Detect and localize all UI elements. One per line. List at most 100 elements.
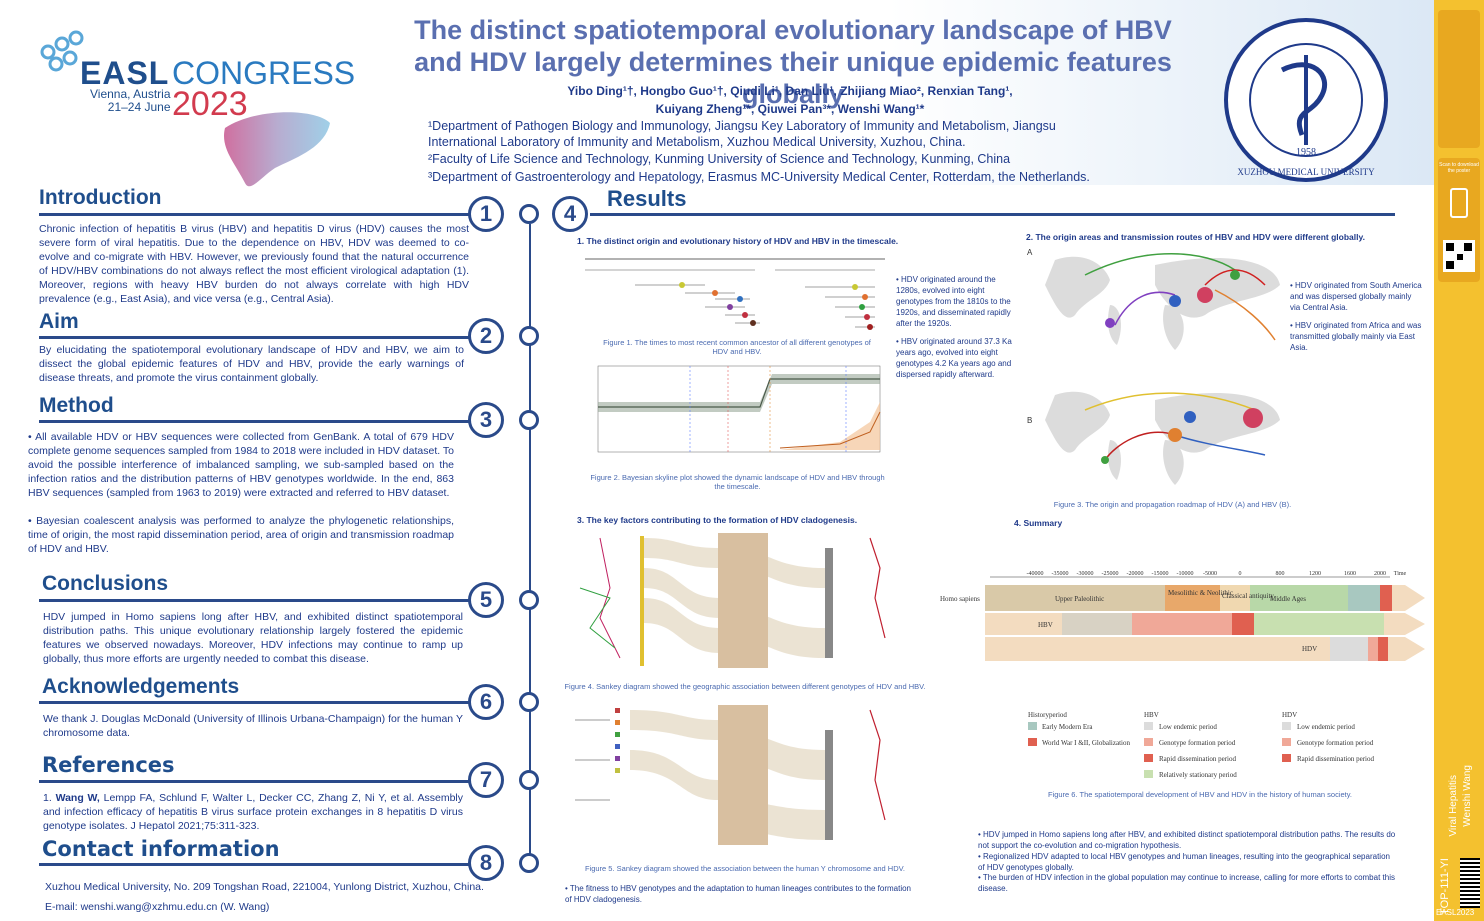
introduction-heading: Introduction bbox=[39, 186, 162, 209]
fig5-bullet: • The fitness to HBV genotypes and the a… bbox=[565, 884, 911, 904]
svg-text:Homo sapiens: Homo sapiens bbox=[940, 595, 980, 603]
results-rule bbox=[590, 213, 1395, 216]
svg-text:1600: 1600 bbox=[1344, 571, 1356, 577]
acknowledgements-heading: Acknowledgements bbox=[42, 675, 240, 698]
svg-text:800: 800 bbox=[1276, 571, 1285, 577]
section-number-3: 3 bbox=[468, 402, 504, 438]
references-rule bbox=[39, 780, 469, 783]
map-bullet-hbv: • HBV originated from Africa and was tra… bbox=[1290, 321, 1422, 352]
affiliation-3: ³Department of Gastroenterology and Hepa… bbox=[428, 170, 1090, 184]
svg-text:Middle Ages: Middle Ages bbox=[1270, 595, 1306, 603]
introduction-rule bbox=[39, 213, 469, 216]
affiliation-1: ¹Department of Pathogen Biology and Immu… bbox=[428, 119, 1056, 149]
side-strip: Scan to download the poster Viral Hepati… bbox=[1434, 0, 1484, 921]
phone-icon bbox=[1450, 188, 1468, 218]
svg-text:2000: 2000 bbox=[1374, 571, 1386, 577]
svg-text:B: B bbox=[1027, 416, 1032, 425]
strip-footer: EASL2023 bbox=[1436, 908, 1475, 917]
section-number-5: 5 bbox=[468, 582, 504, 618]
method-heading: Method bbox=[39, 394, 114, 417]
svg-text:XUZHOU MEDICAL UNIVERSITY: XUZHOU MEDICAL UNIVERSITY bbox=[1237, 167, 1375, 177]
svg-text:A: A bbox=[1027, 248, 1033, 257]
introduction-text: Chronic infection of hepatitis B virus (… bbox=[39, 223, 469, 305]
svg-text:Historyperiod: Historyperiod bbox=[1028, 711, 1067, 719]
connector-node-7 bbox=[519, 770, 539, 790]
strip-topic: Viral Hepatitis bbox=[1448, 775, 1459, 837]
svg-text:-10000: -10000 bbox=[1177, 571, 1194, 577]
final-bullet-1: • HDV jumped in Homo sapiens long after … bbox=[978, 830, 1396, 850]
references-heading: References bbox=[42, 753, 175, 777]
reference-1: 1. Wang W, Lempp FA, Schlund F, Walter L… bbox=[43, 792, 463, 832]
strip-author: Wenshi Wang bbox=[1462, 765, 1473, 827]
svg-text:Rapid dissemination period: Rapid dissemination period bbox=[1159, 755, 1236, 763]
affiliation-2: ²Faculty of Life Science and Technology,… bbox=[428, 152, 1011, 166]
svg-text:Relatively stationary period: Relatively stationary period bbox=[1159, 771, 1237, 779]
authors: Yibo Ding¹†, Hongbo Guo¹†, Qiudi Li¹, Da… bbox=[567, 84, 1013, 116]
svg-text:HDV: HDV bbox=[1302, 645, 1317, 653]
fig1-caption: Figure 1. The times to most recent commo… bbox=[603, 338, 871, 356]
summary-heading: 4. Summary bbox=[1014, 518, 1063, 528]
svg-text:-20000: -20000 bbox=[1127, 571, 1144, 577]
fig5-sankey-diagram bbox=[575, 705, 886, 845]
fig6-caption: Figure 6. The spatiotemporal development… bbox=[1047, 790, 1353, 799]
method-bullet-1: • All available HDV or HBV sequences wer… bbox=[28, 431, 454, 499]
connector-node-3 bbox=[519, 410, 539, 430]
conclusions-rule bbox=[39, 599, 469, 602]
logo-city: Vienna, Austria 21–24 June bbox=[90, 87, 171, 114]
logo-year: 2023 bbox=[172, 85, 248, 123]
easl-hexagon-icon bbox=[40, 30, 84, 72]
connector-node-6 bbox=[519, 692, 539, 712]
qr-code-icon[interactable] bbox=[1443, 240, 1475, 272]
svg-text:Genotype formation period: Genotype formation period bbox=[1159, 739, 1236, 747]
fig1-tmrca-plot bbox=[585, 258, 885, 330]
svg-text:Time: Time bbox=[1394, 571, 1407, 577]
section-number-1: 1 bbox=[468, 196, 504, 232]
liver-graphic bbox=[224, 112, 330, 187]
results-bullet-hdv: • HDV originated around the 1280s, evolv… bbox=[896, 275, 1011, 328]
svg-text:Genotype formation period: Genotype formation period bbox=[1297, 739, 1374, 747]
results-heading: Results bbox=[607, 186, 687, 211]
aim-text: By elucidating the spatiotemporal evolut… bbox=[39, 344, 464, 384]
svg-text:-5000: -5000 bbox=[1203, 571, 1217, 577]
svg-text:Early Modern Era: Early Modern Era bbox=[1042, 723, 1093, 731]
section-number-6: 6 bbox=[468, 684, 504, 720]
svg-text:Low endemic period: Low endemic period bbox=[1159, 723, 1217, 731]
method-bullet-2: • Bayesian coalescent analysis was perfo… bbox=[28, 515, 455, 555]
svg-text:1200: 1200 bbox=[1309, 571, 1321, 577]
conclusions-heading: Conclusions bbox=[42, 572, 169, 595]
fig1-heading: 1. The distinct origin and evolutionary … bbox=[577, 236, 899, 246]
conclusions-text: HDV jumped in Homo sapiens long after HB… bbox=[43, 611, 463, 665]
connector-node-5 bbox=[519, 590, 539, 610]
contact-email[interactable]: E-mail: wenshi.wang@xzhmu.edu.cn (W. Wan… bbox=[45, 901, 270, 913]
svg-text:Mesolithic & Neolithic: Mesolithic & Neolithic bbox=[1168, 589, 1233, 597]
method-rule bbox=[39, 420, 469, 423]
fig4-caption: Figure 4. Sankey diagram showed the geog… bbox=[564, 682, 926, 691]
logo-easl: EASL bbox=[80, 55, 170, 91]
aim-heading: Aim bbox=[39, 310, 79, 333]
contact-rule bbox=[39, 863, 469, 866]
barcode-icon bbox=[1460, 858, 1480, 908]
strip-code: TOP-111-YI bbox=[1439, 858, 1451, 915]
fig6-timeline: -40000 -35000 -30000 -25000 -20000 -1500… bbox=[940, 571, 1425, 779]
aim-rule bbox=[39, 336, 469, 339]
logo-congress: CONGRESS bbox=[172, 55, 356, 91]
section-number-4: 4 bbox=[552, 196, 588, 232]
svg-text:Classical antiquity: Classical antiquity bbox=[1222, 592, 1274, 600]
svg-text:-40000: -40000 bbox=[1027, 571, 1044, 577]
map-heading: 2. The origin areas and transmission rou… bbox=[1026, 232, 1365, 242]
svg-text:HBV: HBV bbox=[1144, 711, 1159, 719]
fig3-world-maps: A B bbox=[1027, 248, 1280, 485]
fig2-caption: Figure 2. Bayesian skyline plot showed t… bbox=[590, 473, 885, 491]
contact-heading: Contact information bbox=[42, 837, 280, 861]
svg-text:1958: 1958 bbox=[1296, 147, 1316, 158]
qr-block[interactable]: Scan to download the poster bbox=[1438, 158, 1480, 282]
svg-text:World War I &II, Globalization: World War I &II, Globalization bbox=[1042, 739, 1130, 747]
results-bullet-hbv: • HBV originated around 37.3 Ka years ag… bbox=[896, 337, 1012, 379]
fig5-caption: Figure 5. Sankey diagram showed the asso… bbox=[584, 864, 906, 873]
map-caption: Figure 3. The origin and propagation roa… bbox=[1053, 500, 1292, 509]
acknowledgements-text: We thank J. Douglas McDonald (University… bbox=[43, 713, 463, 739]
section-number-8: 8 bbox=[468, 845, 504, 881]
final-bullet-3: • The burden of HDV infection in the glo… bbox=[978, 873, 1395, 893]
svg-text:0: 0 bbox=[1239, 571, 1242, 577]
svg-text:-15000: -15000 bbox=[1152, 571, 1169, 577]
